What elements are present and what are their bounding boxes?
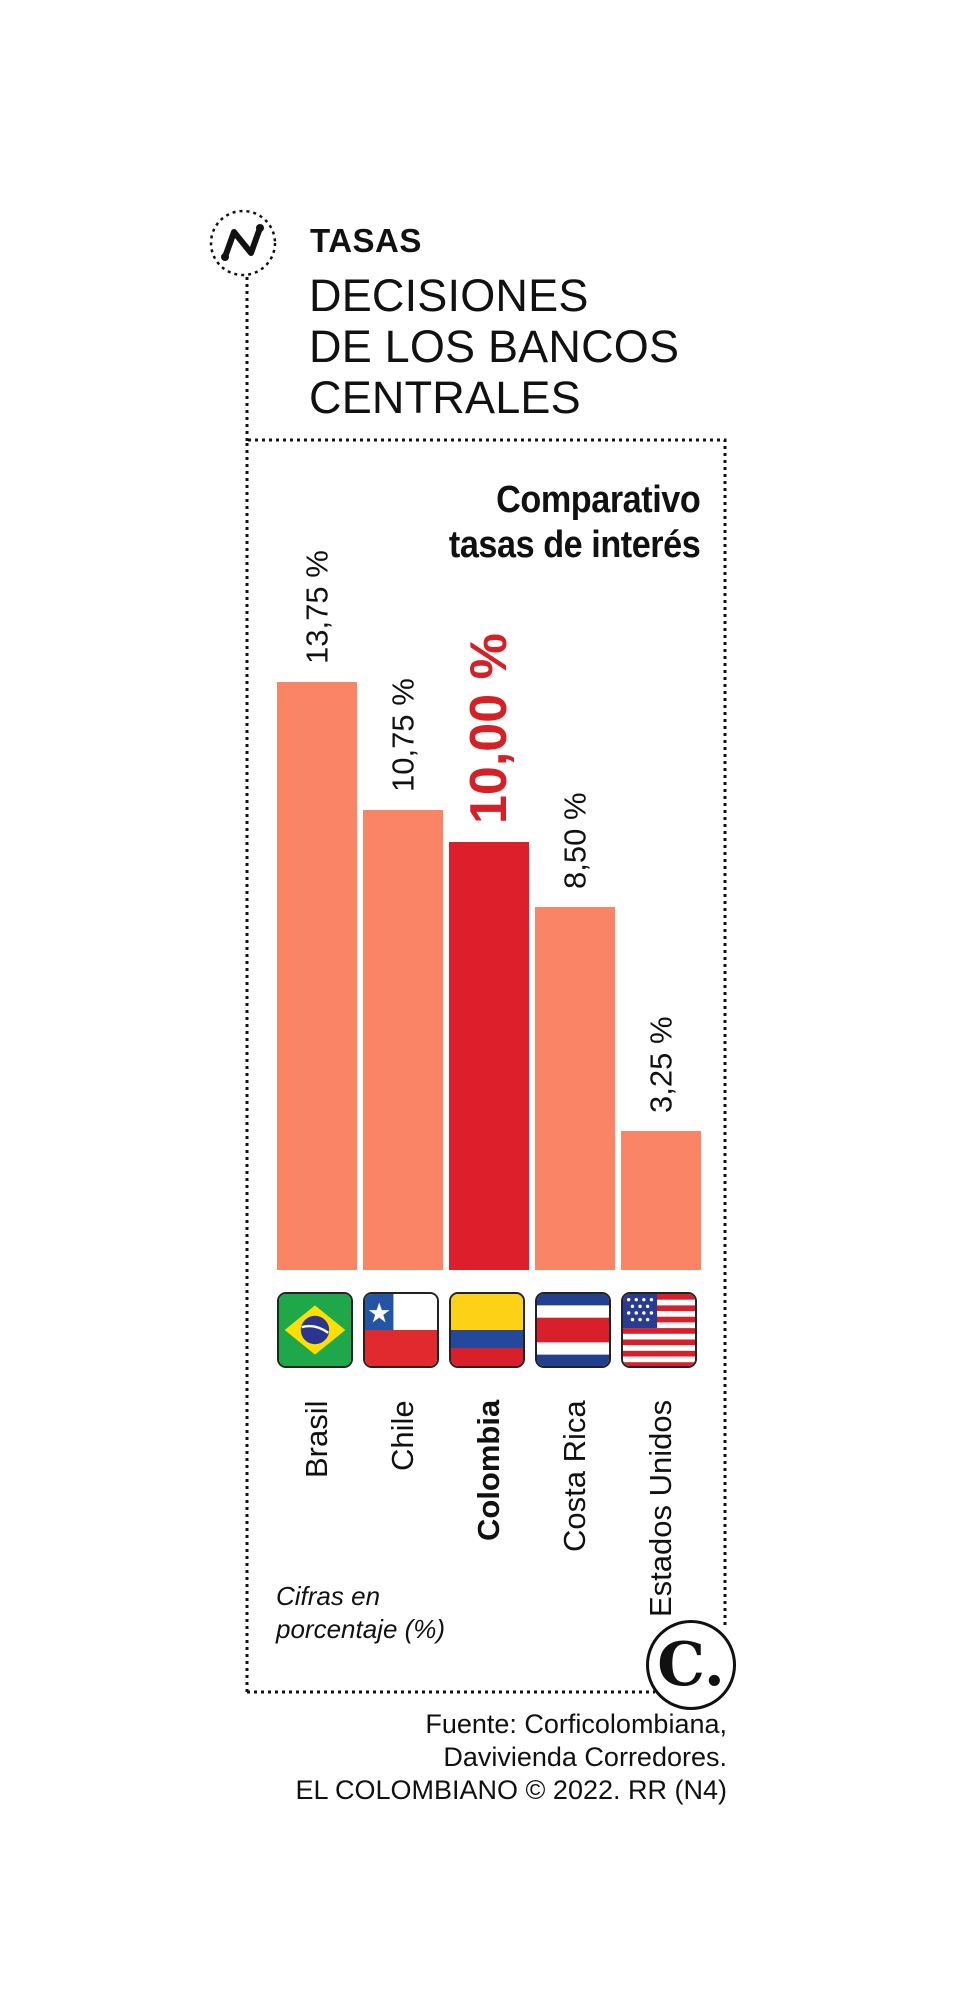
costa-rica-flag-icon: [535, 1292, 611, 1368]
headline: DECISIONES DE LOS BANCOS CENTRALES: [309, 270, 679, 423]
trend-line-icon: [209, 209, 277, 277]
bar-chile: [363, 810, 443, 1270]
units-note-line: porcentaje (%): [276, 1614, 446, 1644]
headline-line: DE LOS BANCOS: [309, 321, 680, 372]
source-line: Fuente: Corficolombiana,: [425, 1709, 727, 1739]
source-credit: Fuente: Corficolombiana, Davivienda Corr…: [295, 1708, 727, 1807]
units-note-line: Cifras en: [276, 1581, 381, 1611]
headline-line: CENTRALES: [309, 372, 581, 423]
chile-flag-icon: [363, 1292, 439, 1368]
chart-title-line: tasas de interés: [448, 524, 701, 566]
bar-brasil: [277, 682, 357, 1270]
category-label: Colombia: [471, 1399, 506, 1541]
bar-colombia: [449, 842, 529, 1270]
category-label: Estados Unidos: [643, 1399, 678, 1617]
category-label: Brasil: [299, 1400, 334, 1478]
bar-costa-rica: [535, 906, 615, 1270]
value-label: 10,00 %: [460, 633, 518, 825]
chart-frame: [245, 438, 727, 1694]
source-line: EL COLOMBIANO © 2022. RR (N4): [295, 1775, 727, 1805]
value-label: 10,75 %: [385, 678, 421, 793]
headline-line: DECISIONES: [309, 270, 589, 321]
kicker: TASAS: [310, 222, 422, 259]
value-label: 8,50 %: [557, 791, 593, 889]
colombia-flag-icon: [449, 1292, 525, 1368]
value-label: 13,75 %: [299, 550, 335, 664]
el-colombiano-logo: C.: [646, 1620, 736, 1710]
category-label: Costa Rica: [557, 1400, 592, 1552]
bar-estados-unidos: [621, 1131, 701, 1270]
chart-title-line: Comparativo: [495, 479, 701, 521]
units-note: Cifras en porcentaje (%): [276, 1580, 445, 1646]
value-label: 3,25 %: [643, 1016, 679, 1114]
frame-connector: [245, 277, 249, 441]
chart-title: Comparativo tasas de interés: [448, 478, 701, 568]
source-line: Davivienda Corredores.: [443, 1742, 727, 1772]
category-label: Chile: [385, 1400, 420, 1471]
brazil-flag-icon: [277, 1292, 353, 1368]
usa-flag-icon: [621, 1292, 697, 1368]
